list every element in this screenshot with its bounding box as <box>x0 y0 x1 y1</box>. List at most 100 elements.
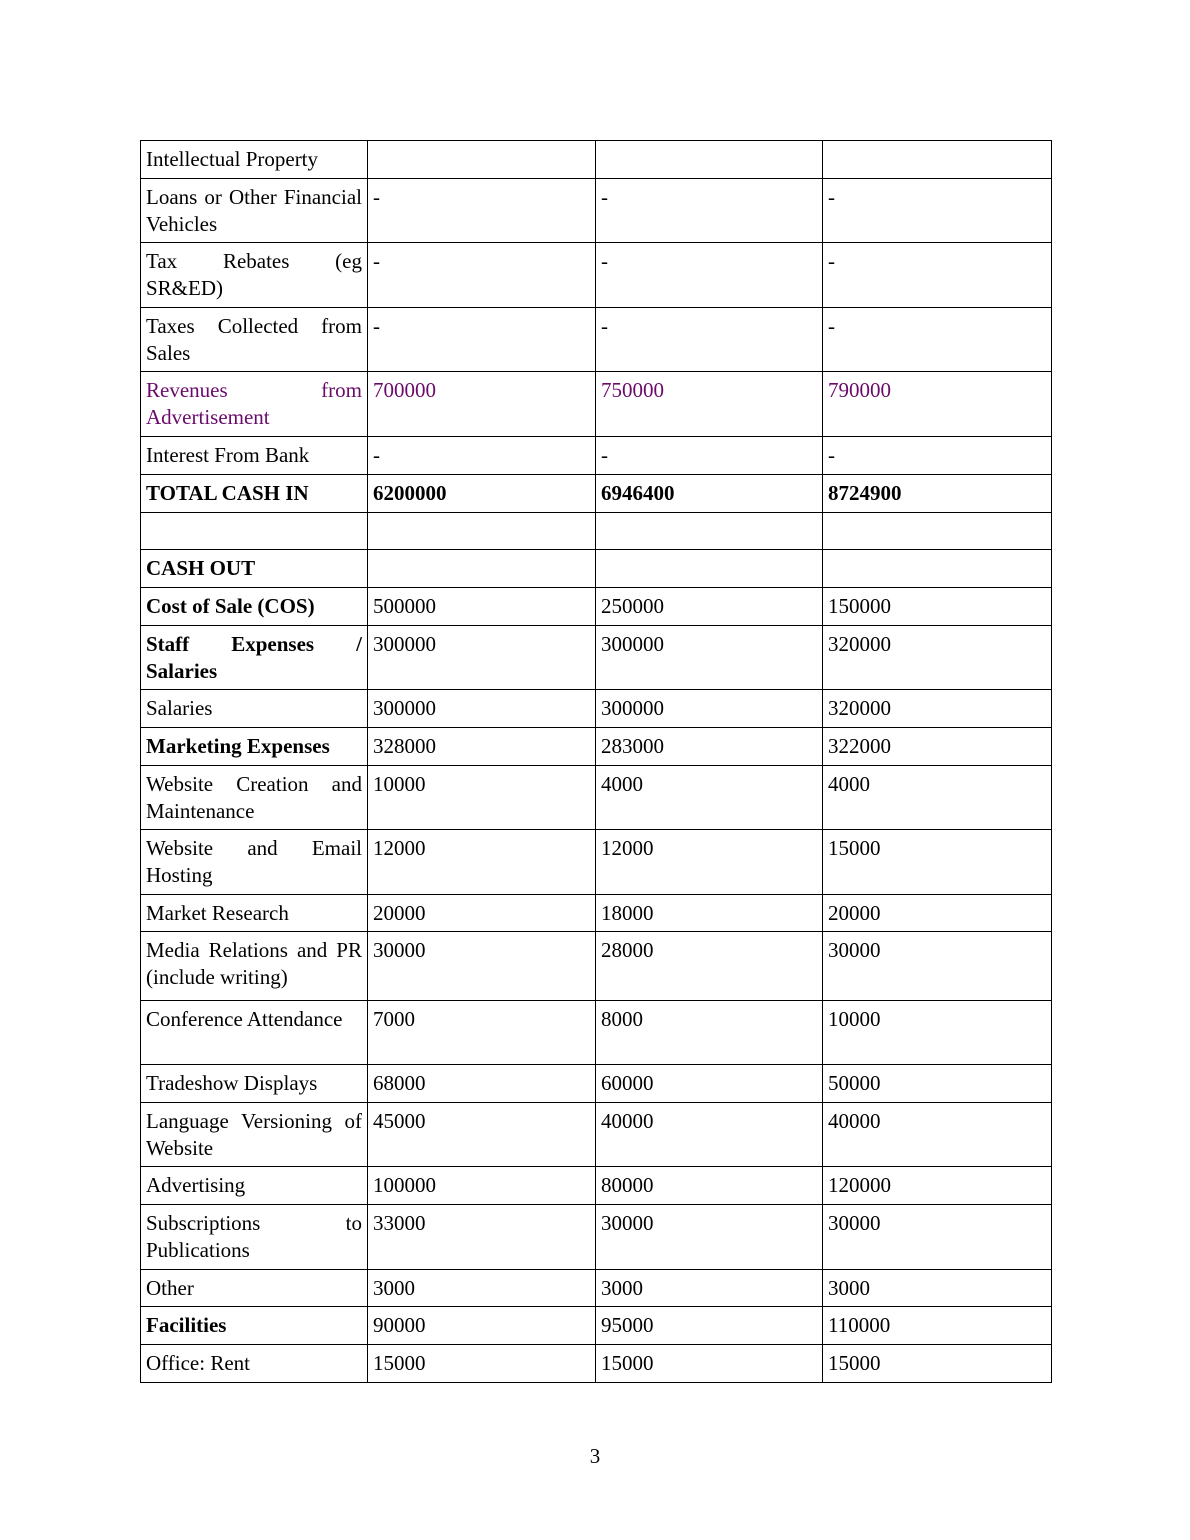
table-row: Cost of Sale (COS) 500000 250000 150000 <box>140 587 1052 626</box>
row-value-year-3: - <box>822 178 1052 243</box>
row-value-year-3: 4000 <box>822 765 1052 830</box>
row-label: Conference Attendance <box>140 1000 368 1065</box>
row-value-year-1: 45000 <box>367 1102 596 1167</box>
row-value-year-1: - <box>367 436 596 475</box>
row-value-year-3 <box>822 549 1052 588</box>
row-label: Tradeshow Displays <box>140 1064 368 1103</box>
row-value-year-2: 95000 <box>595 1306 823 1345</box>
row-value-year-1: 90000 <box>367 1306 596 1345</box>
table-row: Intellectual Property <box>140 140 1052 179</box>
row-value-year-2: 4000 <box>595 765 823 830</box>
row-value-year-1: - <box>367 242 596 308</box>
table-row: Website Creation and Maintenance 10000 400… <box>140 765 1052 830</box>
table-row: Facilities 90000 95000 110000 <box>140 1306 1052 1345</box>
row-value-year-2: 300000 <box>595 625 823 690</box>
row-label: Salaries <box>140 689 368 728</box>
table-row <box>140 512 1052 550</box>
row-value-year-3: 320000 <box>822 689 1052 728</box>
row-label: Language Versioning of Website <box>140 1102 368 1167</box>
row-value-year-2: - <box>595 242 823 308</box>
row-value-year-1: 20000 <box>367 894 596 932</box>
row-value-year-2: 12000 <box>595 829 823 895</box>
row-value-year-3: 790000 <box>822 371 1052 437</box>
row-value-year-2: 60000 <box>595 1064 823 1103</box>
row-value-year-1: 3000 <box>367 1269 596 1307</box>
row-value-year-3: 15000 <box>822 829 1052 895</box>
row-value-year-2: 18000 <box>595 894 823 932</box>
row-value-year-1 <box>367 140 596 179</box>
row-value-year-2 <box>595 140 823 179</box>
row-label: Office: Rent <box>140 1344 368 1383</box>
row-label <box>140 512 368 550</box>
table-row: Advertising 100000 80000 120000 <box>140 1166 1052 1205</box>
row-label: Taxes Collected from Sales <box>140 307 368 372</box>
row-value-year-1 <box>367 512 596 550</box>
row-label: TOTAL CASH IN <box>140 474 368 513</box>
cash-flow-table: Intellectual Property Loans or Other Fina… <box>140 140 1052 1383</box>
row-value-year-3: 120000 <box>822 1166 1052 1205</box>
table-row: Interest From Bank - - - <box>140 436 1052 475</box>
row-value-year-1: 7000 <box>367 1000 596 1065</box>
table-row: Media Relations and PR (include writing)… <box>140 931 1052 1001</box>
row-value-year-3: 110000 <box>822 1306 1052 1345</box>
row-value-year-1: 300000 <box>367 689 596 728</box>
row-value-year-3 <box>822 140 1052 179</box>
page-number: 3 <box>589 1444 601 1468</box>
row-label: Media Relations and PR (include writing) <box>140 931 368 1001</box>
row-value-year-1: 12000 <box>367 829 596 895</box>
row-label: Intellectual Property <box>140 140 368 179</box>
row-value-year-2: 28000 <box>595 931 823 1001</box>
row-value-year-3: - <box>822 242 1052 308</box>
row-value-year-3 <box>822 512 1052 550</box>
table-row: Salaries 300000 300000 320000 <box>140 689 1052 728</box>
row-value-year-3: 150000 <box>822 587 1052 626</box>
row-value-year-1: 300000 <box>367 625 596 690</box>
row-value-year-1: 10000 <box>367 765 596 830</box>
row-value-year-3: 322000 <box>822 727 1052 766</box>
row-value-year-3: 10000 <box>822 1000 1052 1065</box>
row-label: Website Creation and Maintenance <box>140 765 368 830</box>
row-value-year-3: 8724900 <box>822 474 1052 513</box>
table-row: Website and Email Hosting 12000 12000 15000 <box>140 829 1052 895</box>
table-row: Language Versioning of Website 45000 40000… <box>140 1102 1052 1167</box>
row-label: Cost of Sale (COS) <box>140 587 368 626</box>
row-value-year-2: 30000 <box>595 1204 823 1270</box>
table-row: Conference Attendance 7000 8000 10000 <box>140 1000 1052 1065</box>
table-row: Office: Rent 15000 15000 15000 <box>140 1344 1052 1383</box>
row-label: Subscriptions to Publications <box>140 1204 368 1270</box>
row-value-year-3: 30000 <box>822 931 1052 1001</box>
row-value-year-1: 100000 <box>367 1166 596 1205</box>
row-value-year-1: 6200000 <box>367 474 596 513</box>
row-value-year-2: 283000 <box>595 727 823 766</box>
row-value-year-1: - <box>367 178 596 243</box>
row-value-year-2: 3000 <box>595 1269 823 1307</box>
table-row: Tradeshow Displays 68000 60000 50000 <box>140 1064 1052 1103</box>
row-value-year-2: 15000 <box>595 1344 823 1383</box>
row-value-year-3: 3000 <box>822 1269 1052 1307</box>
row-label: Loans or Other Financial Vehicles <box>140 178 368 243</box>
row-value-year-1: - <box>367 307 596 372</box>
row-label: Staff Expenses / Salaries <box>140 625 368 690</box>
table-row: Marketing Expenses 328000 283000 322000 <box>140 727 1052 766</box>
row-value-year-2: 80000 <box>595 1166 823 1205</box>
row-value-year-1: 15000 <box>367 1344 596 1383</box>
row-label: Revenues from Advertisement <box>140 371 368 437</box>
row-label: Marketing Expenses <box>140 727 368 766</box>
row-value-year-3: - <box>822 436 1052 475</box>
row-label: Tax Rebates (eg SR&ED) <box>140 242 368 308</box>
row-value-year-2: - <box>595 436 823 475</box>
row-label: Website and Email Hosting <box>140 829 368 895</box>
row-value-year-3: 20000 <box>822 894 1052 932</box>
table-row: Taxes Collected from Sales - - - <box>140 307 1052 372</box>
table-row: Revenues from Advertisement 700000 750000 7… <box>140 371 1052 437</box>
row-value-year-2: - <box>595 178 823 243</box>
row-value-year-1: 500000 <box>367 587 596 626</box>
row-value-year-3: - <box>822 307 1052 372</box>
row-label: Advertising <box>140 1166 368 1205</box>
row-value-year-3: 30000 <box>822 1204 1052 1270</box>
row-value-year-1: 328000 <box>367 727 596 766</box>
table-row: Market Research 20000 18000 20000 <box>140 894 1052 932</box>
row-label: Market Research <box>140 894 368 932</box>
row-value-year-2 <box>595 549 823 588</box>
row-value-year-1 <box>367 549 596 588</box>
